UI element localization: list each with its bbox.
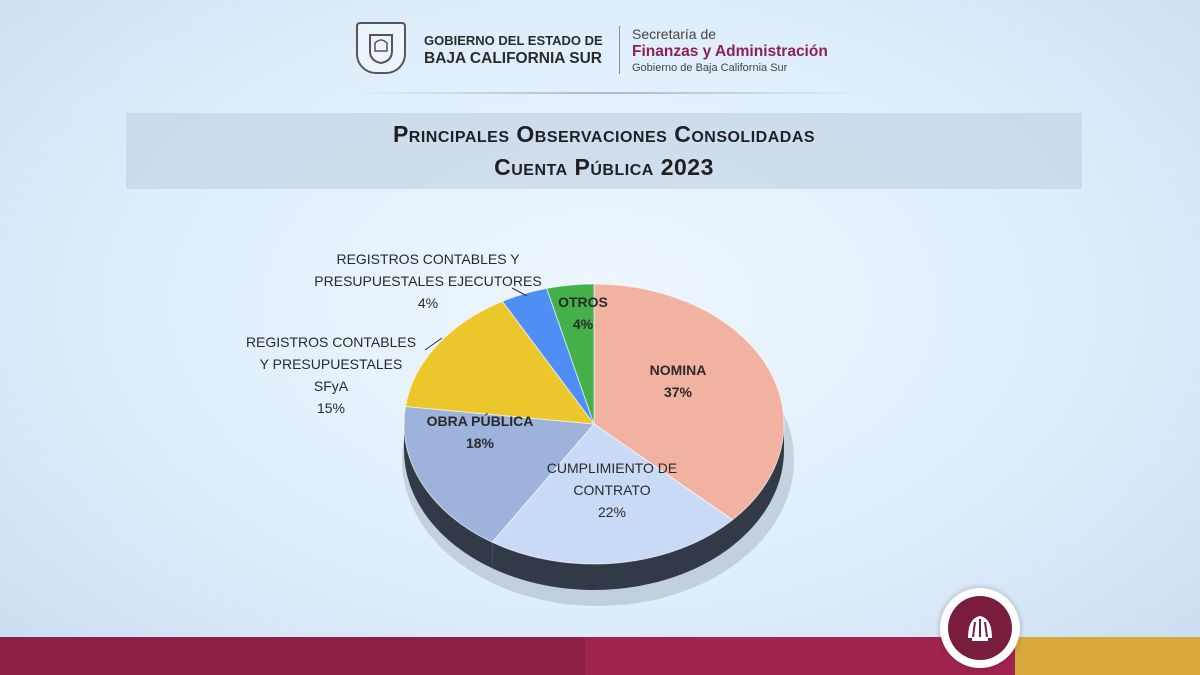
footer-stripe [0, 637, 1200, 675]
footer-stripe-left [0, 637, 585, 675]
pie-side-0 [732, 424, 784, 546]
label-cumplimiento: CUMPLIMIENTO DE CONTRATO 22% [547, 460, 677, 520]
chart-subtitle: Cuenta Pública 2023 [494, 154, 714, 180]
state-seal-icon [356, 22, 406, 74]
pie-side-2 [404, 424, 493, 569]
label-otros: OTROS 4% [558, 294, 608, 332]
emblem-shell-icon [948, 596, 1012, 660]
gov-line1: GOBIERNO DEL ESTADO DE [424, 33, 603, 48]
header-underline [350, 92, 870, 94]
label-nomina: NOMINA 37% [650, 362, 707, 400]
leader-ejecutores [511, 287, 528, 297]
label-obra-publica: OBRA PÚBLICA 18% [427, 412, 534, 451]
pie-slice-5 [546, 283, 595, 425]
sec-line2: Finanzas y Administración [632, 43, 828, 60]
chart-title-box: Principales Observaciones Consolidadas C… [126, 113, 1082, 189]
sec-line1: Secretaría de [632, 26, 717, 42]
header-divider [619, 26, 620, 74]
government-name: GOBIERNO DEL ESTADO DE BAJA CALIFORNIA S… [424, 32, 603, 68]
pie-slice-3 [404, 300, 596, 425]
header: GOBIERNO DEL ESTADO DE BAJA CALIFORNIA S… [0, 0, 1200, 100]
chart-title: Principales Observaciones Consolidadas [392, 121, 816, 147]
gov-line2: BAJA CALIFORNIA SUR [424, 50, 602, 67]
emblem-icon [940, 588, 1020, 668]
label-registros-sfya: REGISTROS CONTABLES Y PRESUPUESTALES SFyA 1… [246, 334, 416, 416]
label-registros-ejecutores: REGISTROS CONTABLES Y PRESUPUESTALES EJEC… [314, 251, 541, 311]
sec-line3: Gobierno de Baja California Sur [632, 62, 788, 74]
pie-side-1 [492, 519, 733, 590]
pie-slice-2 [403, 405, 596, 543]
footer-stripe-right [1015, 637, 1200, 675]
pie-slice-0 [593, 283, 785, 521]
leader-sfya [424, 337, 443, 351]
pie-slice-1 [491, 423, 734, 565]
secretaria-name: Secretaría de Finanzas y Administración … [632, 26, 828, 77]
